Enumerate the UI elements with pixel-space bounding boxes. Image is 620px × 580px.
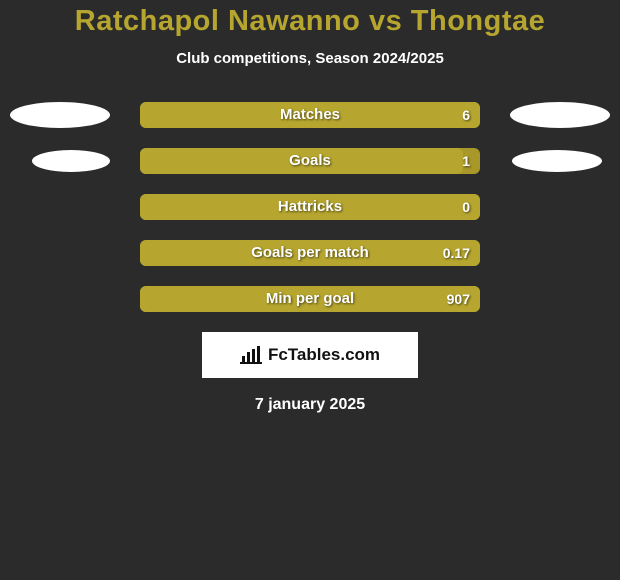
bar-track: 0.17 <box>140 240 480 266</box>
bar-track: 1 <box>140 148 480 174</box>
bar-track: 0 <box>140 194 480 220</box>
bar-track: 907 <box>140 286 480 312</box>
bar-fill <box>140 102 480 128</box>
stat-row: 0.17Goals per match <box>0 240 620 266</box>
bar-fill <box>140 286 480 312</box>
date-text: 7 january 2025 <box>0 396 620 414</box>
bar-fill <box>140 194 480 220</box>
decorative-ellipse <box>10 102 110 128</box>
bar-track: 6 <box>140 102 480 128</box>
stat-row: 907Min per goal <box>0 286 620 312</box>
decorative-ellipse <box>32 150 110 172</box>
bar-fill <box>140 148 463 174</box>
page-title: Ratchapol Nawanno vs Thongtae <box>0 5 620 38</box>
stat-row: 0Hattricks <box>0 194 620 220</box>
stat-value: 1 <box>462 148 470 174</box>
infographic-container: Ratchapol Nawanno vs Thongtae Club compe… <box>0 0 620 414</box>
stat-value: 907 <box>447 286 470 312</box>
subtitle: Club competitions, Season 2024/2025 <box>0 50 620 67</box>
stat-row: 6Matches <box>0 102 620 128</box>
stat-value: 0 <box>462 194 470 220</box>
decorative-ellipse <box>510 102 610 128</box>
decorative-ellipse <box>512 150 602 172</box>
stat-value: 6 <box>462 102 470 128</box>
stat-row: 1Goals <box>0 148 620 174</box>
comparison-chart: 6Matches 1Goals 0Hattricks 0.17Goals per ma… <box>0 102 620 312</box>
logo-text: FcTables.com <box>268 345 380 365</box>
bar-fill <box>140 240 480 266</box>
stat-value: 0.17 <box>443 240 470 266</box>
bar-chart-icon <box>240 346 262 364</box>
logo-box: FcTables.com <box>202 332 418 378</box>
